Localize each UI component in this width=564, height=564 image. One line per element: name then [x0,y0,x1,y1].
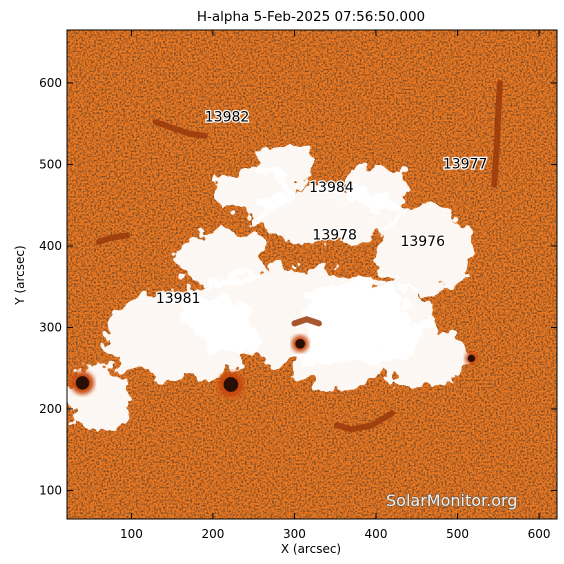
plage-region [102,290,258,381]
plage-region [290,339,381,389]
x-axis-label: X (arcsec) [281,542,341,556]
y-tick-label: 200 [39,402,62,416]
plage-region [176,229,266,287]
x-tick-label: 200 [201,527,224,541]
x-tick-label: 500 [446,527,469,541]
y-tick-label: 100 [39,483,62,497]
filament [333,410,396,433]
x-tick-label: 100 [120,527,143,541]
watermark: SolarMonitor.org [386,491,517,510]
y-tick-label: 600 [39,76,62,90]
filament [291,316,322,327]
plage-regions [67,141,474,430]
y-tick-label: 300 [39,320,62,334]
active-region-labels: 13982 13977 13984 13978 13976 13981 [155,108,489,308]
active-region-label: 13978 [312,227,357,243]
y-tick-label: 400 [39,239,62,253]
plot-area: 13982 13977 13984 13978 13976 13981 SolarMoni… [67,30,557,519]
active-region-label: 13977 [443,157,488,173]
active-region-label: 13982 [205,109,250,125]
sunspot [223,377,239,392]
plage-region [376,205,474,295]
active-region-label: 13976 [400,234,445,250]
plage-region [257,141,315,188]
x-axis-ticks: 100 200 300 400 500 600 [120,30,551,541]
plot-frame [66,29,558,520]
y-axis-label: Y (arcsec) [13,245,27,305]
active-region-label: 13984 [309,180,354,196]
x-tick-label: 300 [283,527,306,541]
active-region-label: 13981 [156,291,201,307]
plage-region [343,164,409,214]
filament [95,232,131,245]
plage-region [376,323,466,389]
sunspot [467,354,476,363]
y-tick-label: 500 [39,157,62,171]
x-tick-label: 400 [365,527,388,541]
sunspot [295,338,306,349]
filament [152,119,208,139]
x-tick-label: 600 [528,527,551,541]
chart-title: H-alpha 5-Feb-2025 07:56:50.000 [197,9,425,25]
sunspots [70,335,478,398]
sunspot [75,376,90,390]
y-axis-ticks: 100 200 300 400 500 600 [39,76,557,497]
filaments [95,80,503,433]
filament [491,80,503,188]
